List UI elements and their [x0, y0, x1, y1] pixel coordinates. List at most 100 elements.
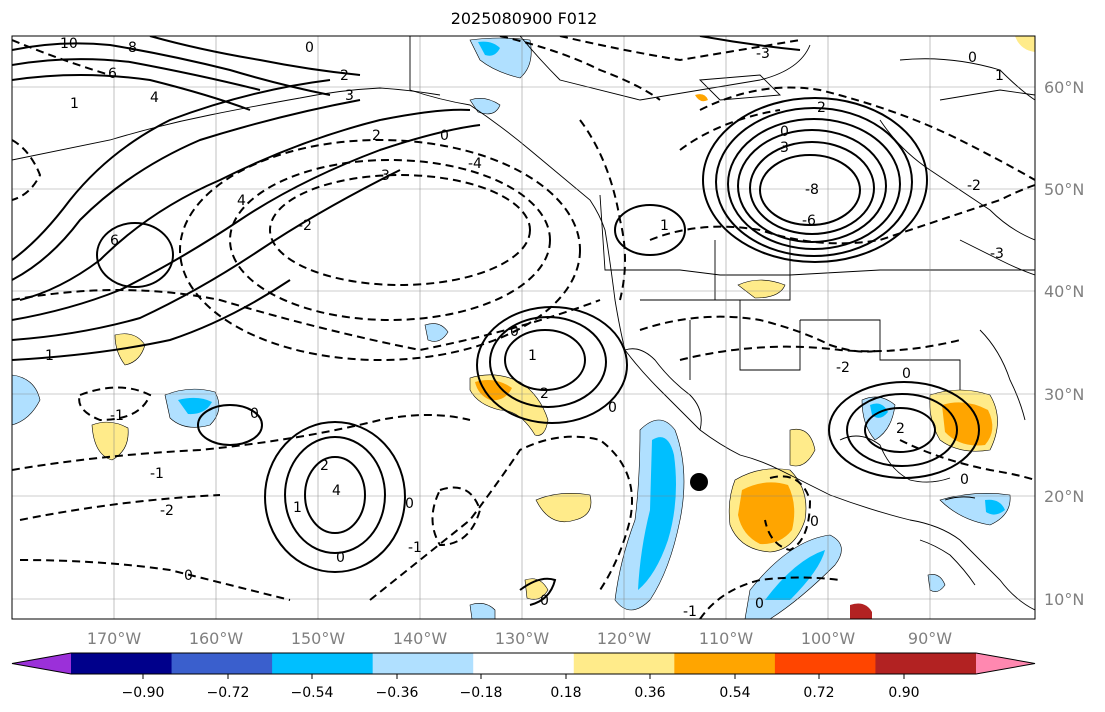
colorbar-ticks: [142, 674, 905, 679]
colorbar-extend-low: [12, 653, 71, 674]
contour-label: 0: [250, 406, 259, 422]
colorbar-extend-high: [976, 653, 1035, 674]
contour-label: -1: [683, 604, 697, 620]
colorbar: −0.90 −0.72 −0.54 −0.36 −0.18 0.18 0.36 …: [11, 652, 1036, 701]
contour-label: -2: [967, 178, 981, 194]
contour-label: 0: [780, 124, 789, 140]
colorbar-segment: [71, 653, 173, 674]
colorbar-segments: [11, 652, 1036, 675]
colorbar-outline: [11, 652, 1036, 675]
location-marker: [690, 473, 708, 491]
positive-contours: [12, 36, 980, 606]
colorbar-tick-label: 0.72: [803, 685, 834, 701]
contour-label: 0: [336, 550, 345, 566]
contour-label: -2: [812, 100, 826, 116]
map-title: 2025080900 F012: [450, 9, 598, 28]
contour-label: 0: [440, 128, 449, 144]
lat-label: 20°N: [1044, 487, 1084, 506]
colorbar-tick-label: −0.18: [460, 685, 503, 701]
contour-label: 1: [660, 218, 669, 234]
contour-label: 1: [293, 500, 302, 516]
contour-label: 2: [540, 386, 549, 402]
contour-label: -2: [160, 503, 174, 519]
contour-label: -2: [298, 218, 312, 234]
colorbar-segment: [674, 653, 776, 674]
lat-label: 30°N: [1044, 385, 1084, 404]
lon-label: 100°W: [801, 629, 856, 648]
colorbar-tick-label: 0.18: [550, 685, 581, 701]
contour-label: 2: [372, 128, 381, 144]
contour-label: 2: [340, 68, 349, 84]
contour-label: 6: [108, 66, 117, 82]
contour-label: 1: [45, 348, 54, 364]
map-panel: [12, 36, 1035, 619]
colorbar-tick-label: −0.36: [376, 685, 419, 701]
contour-label: 4: [332, 483, 341, 499]
colorbar-tick-label: −0.72: [207, 685, 250, 701]
contour-label: 3: [780, 140, 789, 156]
contour-label: -6: [802, 213, 816, 229]
contour-label: -1: [110, 408, 124, 424]
latitude-labels: 60°N 50°N 40°N 30°N 20°N 10°N: [1044, 78, 1084, 609]
contour-label: 0: [968, 50, 977, 66]
lon-label: 150°W: [291, 629, 346, 648]
contour-label: 1: [995, 68, 1004, 84]
contour-label: -1: [408, 540, 422, 556]
contour-label: -3: [756, 46, 770, 62]
contour-label: -4: [468, 156, 482, 172]
lon-label: 140°W: [393, 629, 448, 648]
contour-label: 0: [810, 514, 819, 530]
contour-label: -8: [805, 182, 819, 198]
lon-label: 170°W: [87, 629, 142, 648]
gridlines: [12, 36, 1035, 619]
lon-label: 90°W: [908, 629, 952, 648]
contour-label: 2: [320, 458, 329, 474]
contour-label: 0: [405, 496, 414, 512]
colorbar-segment: [372, 653, 474, 674]
contour-label: 4: [150, 90, 159, 106]
contour-label: -3: [376, 168, 390, 184]
longitude-labels: 170°W 160°W 150°W 140°W 130°W 120°W 110°…: [87, 629, 952, 648]
colorbar-tick-label: −0.54: [291, 685, 334, 701]
colorbar-tick-label: −0.90: [122, 685, 165, 701]
contour-label: 0: [510, 324, 519, 340]
contour-label: 2: [896, 421, 905, 437]
contour-label: 0: [960, 472, 969, 488]
colorbar-tick-label: 0.90: [888, 685, 919, 701]
contour-label: 10: [60, 36, 78, 52]
contour-label: -2: [836, 360, 850, 376]
lat-label: 60°N: [1044, 78, 1084, 97]
contour-label: 1: [528, 348, 537, 364]
colorbar-tick-labels: −0.90 −0.72 −0.54 −0.36 −0.18 0.18 0.36 …: [122, 685, 920, 701]
coastlines-layer: [12, 36, 1035, 611]
colorbar-segment: [171, 653, 273, 674]
lat-label: 10°N: [1044, 590, 1084, 609]
lon-label: 130°W: [495, 629, 550, 648]
contour-label: 0: [305, 40, 314, 56]
lon-label: 120°W: [597, 629, 652, 648]
map-frame: [11, 35, 1036, 620]
contour-label: 0: [540, 593, 549, 609]
colorbar-tick-label: 0.54: [719, 685, 750, 701]
colorbar-segment: [272, 653, 374, 674]
colorbar-segment: [473, 653, 575, 674]
contour-label: 0: [902, 366, 911, 382]
lat-label: 50°N: [1044, 180, 1084, 199]
contour-label: 4: [237, 193, 246, 209]
contour-label: 8: [128, 40, 137, 56]
contour-label: -1: [150, 466, 164, 482]
contour-labels: 10 8 6 4 3 2 1 0 0 6 4 1 -4 2 -3 -2 -1 -…: [45, 36, 1004, 620]
contour-label: 1: [70, 96, 79, 112]
lon-label: 110°W: [699, 629, 754, 648]
colorbar-segment: [875, 653, 977, 674]
colorbar-tick-label: 0.36: [634, 685, 665, 701]
contour-label: 0: [755, 596, 764, 612]
contour-label: 0: [184, 568, 193, 584]
lat-label: 40°N: [1044, 282, 1084, 301]
contour-label: 0: [608, 400, 617, 416]
colorbar-segment: [573, 653, 675, 674]
contour-label: 6: [110, 233, 119, 249]
contour-label: 3: [345, 88, 354, 104]
lon-label: 160°W: [189, 629, 244, 648]
